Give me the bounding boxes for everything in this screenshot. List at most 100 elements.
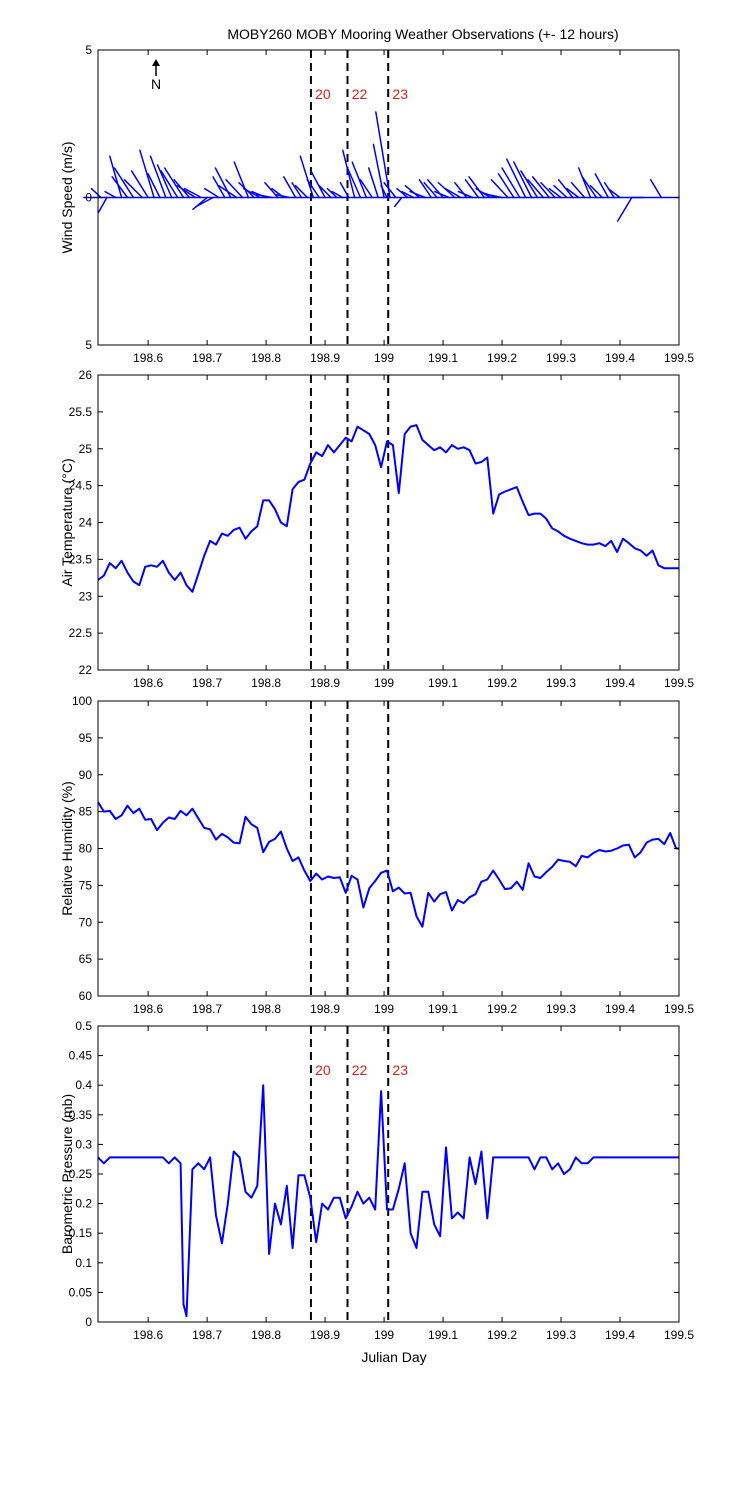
x-tick-label: 199.2 bbox=[487, 676, 517, 690]
wind-vector bbox=[149, 155, 167, 199]
wind-vector bbox=[218, 184, 238, 199]
y-tick-label: 95 bbox=[79, 731, 93, 745]
wind-vector bbox=[540, 182, 556, 199]
panel-barometric_pressure: 20 22 23 198.6 198.7 198.8 198.9 199 199.1 199.2 1… bbox=[59, 1019, 694, 1342]
event-marker-label: 22 bbox=[352, 86, 368, 102]
wind-vector bbox=[242, 187, 261, 199]
wind-vector bbox=[204, 187, 220, 199]
wind-vector bbox=[294, 184, 309, 199]
y-tick-label: 0.1 bbox=[75, 1256, 92, 1270]
x-tick-label: 199.4 bbox=[605, 1328, 635, 1342]
wind-vector bbox=[212, 176, 226, 199]
wind-vector bbox=[147, 173, 161, 199]
y-tick-label: 0.3 bbox=[75, 1137, 92, 1151]
wind-vector bbox=[359, 179, 374, 199]
series-line-relative_humidity bbox=[97, 801, 679, 928]
wind-vector bbox=[139, 149, 155, 199]
x-tick-label: 198.7 bbox=[192, 1002, 222, 1016]
wind-vector bbox=[566, 187, 580, 199]
x-tick-label: 199.4 bbox=[605, 676, 635, 690]
wind-vector bbox=[183, 187, 202, 199]
y-axis-label: Barometric Pressure (mb) bbox=[59, 1094, 75, 1254]
y-tick-label: 100 bbox=[72, 694, 92, 708]
x-tick-label: 198.9 bbox=[310, 1328, 340, 1342]
x-tick-label: 199 bbox=[374, 1002, 394, 1016]
wind-vector bbox=[409, 190, 427, 199]
wind-vector bbox=[418, 179, 433, 199]
x-tick-label: 198.8 bbox=[251, 676, 281, 690]
wind-vector bbox=[581, 176, 598, 199]
event-marker-label: 20 bbox=[315, 1062, 331, 1078]
event-marker-label: 23 bbox=[392, 86, 408, 102]
x-tick-label: 199.2 bbox=[487, 1002, 517, 1016]
x-tick-label: 199.5 bbox=[664, 1002, 694, 1016]
wind-vector bbox=[423, 182, 438, 199]
wind-vector bbox=[192, 196, 208, 211]
x-tick-label: 198.8 bbox=[251, 1328, 281, 1342]
wind-vector bbox=[111, 176, 129, 199]
x-tick-label: 199.3 bbox=[546, 676, 576, 690]
x-tick-label: 198.7 bbox=[192, 351, 222, 365]
wind-vector bbox=[109, 155, 123, 199]
wind-vector bbox=[404, 184, 421, 199]
y-tick-label: 85 bbox=[79, 805, 93, 819]
wind-vector bbox=[468, 176, 486, 199]
y-tick-label: 5 bbox=[85, 338, 92, 352]
y-tick-label: 25.5 bbox=[69, 405, 93, 419]
y-axis-label: Air Temperature (°C) bbox=[59, 458, 75, 586]
y-tick-label: 5 bbox=[85, 43, 92, 57]
y-tick-label: 0 bbox=[85, 191, 92, 205]
wind-vector bbox=[548, 187, 562, 199]
wind-vector bbox=[457, 190, 474, 199]
y-tick-label: 25 bbox=[79, 442, 93, 456]
x-tick-label: 199.1 bbox=[428, 1328, 458, 1342]
x-tick-label: 199.5 bbox=[664, 676, 694, 690]
wind-vector bbox=[383, 182, 397, 199]
wind-vector bbox=[553, 184, 568, 199]
wind-vector bbox=[306, 179, 320, 199]
wind-vector bbox=[527, 179, 545, 199]
x-tick-label: 199 bbox=[374, 1328, 394, 1342]
wind-vector bbox=[506, 158, 527, 199]
y-tick-label: 24.5 bbox=[69, 479, 93, 493]
x-tick-label: 198.6 bbox=[133, 1328, 163, 1342]
wind-vector bbox=[520, 170, 539, 199]
panel-air_temperature: 198.6 198.7 198.8 198.9 199 199.1 199.2 199.3 19… bbox=[59, 368, 694, 690]
y-tick-label: 0.15 bbox=[69, 1226, 93, 1240]
y-tick-label: 24 bbox=[79, 516, 93, 530]
x-tick-label: 199.1 bbox=[428, 351, 458, 365]
y-tick-label: 22 bbox=[79, 663, 93, 677]
x-tick-label: 199.5 bbox=[664, 1328, 694, 1342]
north-label: N bbox=[151, 76, 161, 92]
x-tick-label: 198.9 bbox=[310, 1002, 340, 1016]
wind-vector bbox=[156, 164, 173, 199]
wind-vector bbox=[375, 111, 391, 199]
x-tick-label: 198.7 bbox=[192, 1328, 222, 1342]
wind-vector bbox=[589, 184, 604, 199]
wind-vector bbox=[513, 161, 533, 199]
y-tick-label: 60 bbox=[79, 989, 93, 1003]
wind-vector bbox=[97, 196, 108, 213]
x-tick-label: 198.6 bbox=[133, 676, 163, 690]
x-tick-label: 199.3 bbox=[546, 1002, 576, 1016]
wind-vector bbox=[225, 179, 244, 199]
y-tick-label: 23 bbox=[79, 589, 93, 603]
x-tick-label: 198.9 bbox=[310, 351, 340, 365]
wind-vector bbox=[570, 182, 586, 199]
wind-vector bbox=[351, 161, 368, 199]
wind-vector bbox=[577, 167, 592, 199]
wind-vector bbox=[255, 193, 273, 199]
wind-vector bbox=[130, 170, 149, 199]
y-tick-label: 0.2 bbox=[75, 1197, 92, 1211]
wind-vector bbox=[490, 179, 509, 199]
wind-vector bbox=[342, 149, 356, 199]
wind-vector bbox=[274, 193, 291, 199]
x-tick-label: 199.4 bbox=[605, 1002, 635, 1016]
x-tick-label: 198.9 bbox=[310, 676, 340, 690]
north-arrow: N bbox=[151, 59, 161, 92]
wind-vector bbox=[616, 196, 633, 222]
x-axis-label: Julian Day bbox=[361, 1349, 426, 1365]
y-axis-label: Wind Speed (m/s) bbox=[59, 141, 75, 253]
y-tick-label: 0.4 bbox=[75, 1078, 92, 1092]
wind-vector bbox=[557, 179, 574, 199]
